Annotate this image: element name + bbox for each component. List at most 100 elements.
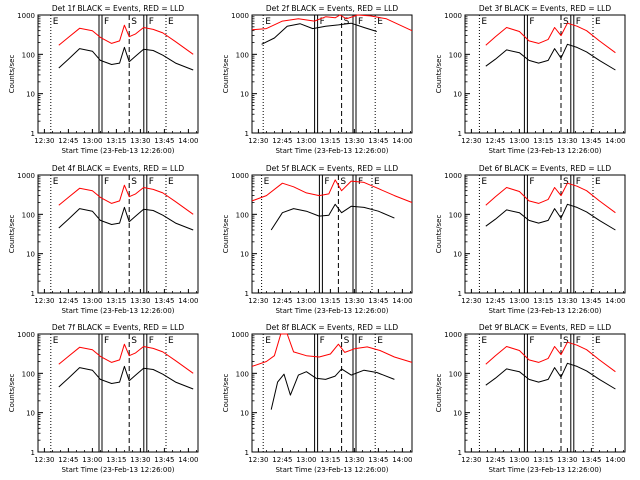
events-series-line — [58, 46, 194, 71]
y-tick-label: 1000 — [444, 12, 462, 20]
event-marker-label: E — [595, 177, 601, 187]
y-tick-label: 1000 — [231, 331, 249, 339]
x-tick-label: 12:45 — [485, 456, 505, 464]
y-tick-label: 100 — [449, 370, 462, 378]
y-tick-label: 1 — [458, 130, 462, 138]
x-tick-label: 13:00 — [509, 456, 529, 464]
x-tick-label: 13:15 — [533, 297, 553, 305]
y-tick-label: 100 — [449, 51, 462, 59]
event-marker-label: E — [168, 336, 174, 346]
y-tick-label: 1 — [458, 449, 462, 457]
x-tick-label: 13:15 — [106, 456, 126, 464]
x-tick-label: 12:30 — [34, 297, 54, 305]
y-tick-label: 100 — [22, 211, 35, 219]
x-tick-label: 13:30 — [557, 456, 577, 464]
event-marker-label: S — [340, 177, 346, 187]
x-tick-label: 13:00 — [296, 456, 316, 464]
x-tick-label: 13:45 — [368, 456, 388, 464]
event-marker-label: E — [595, 336, 601, 346]
y-tick-label: 1 — [245, 130, 249, 138]
event-marker-label: E — [481, 177, 487, 187]
chart-title: Det 9f BLACK = Events, RED = LLD — [479, 323, 612, 332]
x-tick-label: 13:15 — [106, 137, 126, 145]
event-marker-label: E — [377, 17, 383, 27]
y-axis-label: Counts/sec — [222, 215, 230, 254]
y-tick-label: 1 — [458, 290, 462, 298]
event-marker-label: E — [53, 177, 59, 187]
x-tick-label: 13:00 — [509, 137, 529, 145]
x-tick-label: 13:00 — [82, 137, 102, 145]
x-tick-label: 14:00 — [178, 297, 198, 305]
x-tick-label: 13:15 — [533, 456, 553, 464]
y-tick-label: 10 — [240, 251, 249, 259]
lld-series-line — [485, 182, 616, 214]
y-tick-label: 100 — [236, 370, 249, 378]
lld-series-line — [251, 179, 413, 203]
y-tick-label: 1000 — [17, 172, 35, 180]
y-axis-label: Counts/sec — [435, 215, 443, 254]
y-tick-label: 10 — [26, 91, 35, 99]
y-tick-label: 10 — [240, 91, 249, 99]
event-marker-label: F — [104, 17, 109, 27]
event-marker-label: F — [529, 17, 534, 27]
event-marker-label: F — [576, 336, 581, 346]
x-tick-label: 14:00 — [392, 456, 412, 464]
events-series-line — [270, 368, 395, 410]
x-tick-label: 13:30 — [557, 297, 577, 305]
panel-4: Det 4f BLACK = Events, RED = LLD 1 10 100 10… — [8, 164, 199, 315]
x-tick-label: 14:00 — [605, 137, 625, 145]
x-tick-label: 13:45 — [581, 297, 601, 305]
y-tick-label: 10 — [26, 410, 35, 418]
event-marker-label: E — [481, 17, 487, 27]
plot-frame — [37, 174, 199, 294]
x-tick-label: 13:45 — [154, 456, 174, 464]
lld-series-line — [485, 22, 616, 54]
event-marker-label: F — [320, 336, 325, 346]
x-tick-label: 14:00 — [178, 137, 198, 145]
x-tick-label: 13:45 — [368, 137, 388, 145]
y-tick-label: 1000 — [17, 331, 35, 339]
x-tick-label: 13:00 — [82, 456, 102, 464]
event-marker-label: F — [358, 17, 363, 27]
y-tick-label: 1 — [31, 130, 35, 138]
event-marker-label: E — [265, 17, 271, 27]
events-series-line — [485, 203, 616, 231]
x-tick-label: 13:00 — [296, 137, 316, 145]
events-series-line — [270, 203, 395, 231]
y-tick-label: 1 — [245, 449, 249, 457]
lld-series-line — [58, 24, 194, 55]
event-marker-label: F — [149, 177, 154, 187]
x-tick-label: 13:30 — [344, 297, 364, 305]
x-tick-label: 13:45 — [154, 137, 174, 145]
y-tick-label: 1000 — [231, 12, 249, 20]
x-tick-label: 13:15 — [320, 456, 340, 464]
event-marker-label: E — [595, 17, 601, 27]
event-marker-label: S — [131, 336, 137, 346]
y-tick-label: 10 — [240, 410, 249, 418]
y-tick-label: 100 — [449, 211, 462, 219]
x-tick-label: 12:30 — [34, 456, 54, 464]
event-marker-label: S — [131, 17, 137, 27]
events-series-line — [485, 362, 616, 390]
chart-title: Det 3f BLACK = Events, RED = LLD — [479, 4, 612, 13]
panel-2: Det 2f BLACK = Events, RED = LLD 1 10 100 10… — [222, 4, 413, 155]
events-series-line — [58, 206, 194, 231]
y-tick-label: 1 — [245, 290, 249, 298]
panel-6: Det 6f BLACK = Events, RED = LLD 1 10 100 10… — [435, 164, 626, 315]
plot-frame — [464, 14, 626, 134]
y-tick-label: 10 — [453, 91, 462, 99]
event-marker-label: E — [53, 17, 59, 27]
x-tick-label: 12:45 — [485, 137, 505, 145]
x-axis-label: Start Time (23-Feb-13 12:26:00) — [275, 147, 388, 155]
event-marker-label: E — [265, 336, 271, 346]
x-tick-label: 13:15 — [320, 137, 340, 145]
event-marker-label: F — [149, 336, 154, 346]
event-marker-label: F — [529, 336, 534, 346]
y-tick-label: 100 — [236, 211, 249, 219]
event-marker-label: E — [168, 17, 174, 27]
x-tick-label: 13:45 — [581, 456, 601, 464]
event-marker-label: F — [320, 17, 325, 27]
events-series-line — [58, 365, 194, 390]
event-marker-label: F — [529, 177, 534, 187]
